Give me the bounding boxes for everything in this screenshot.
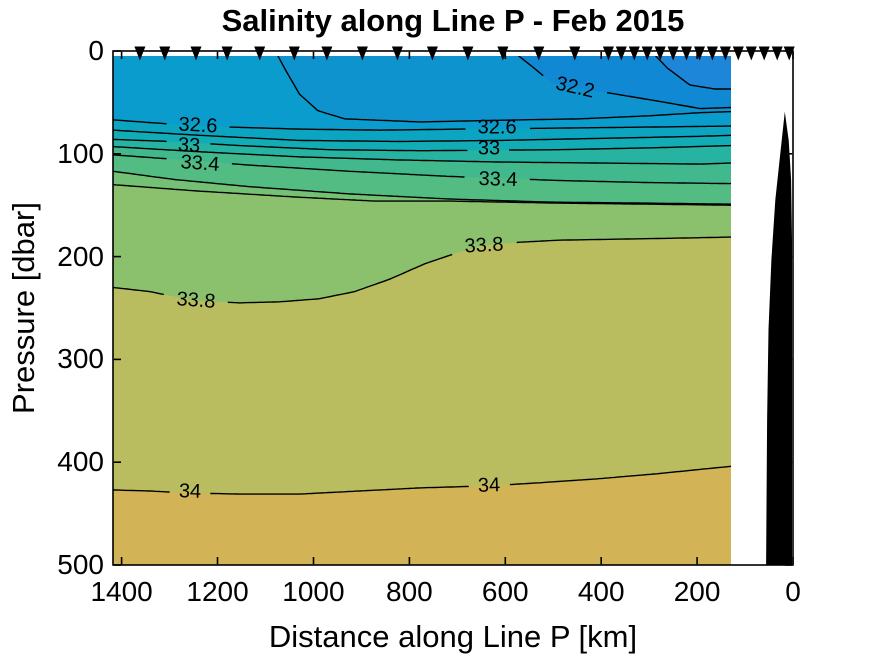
band-fill [655, 56, 731, 89]
contour-line-33.6 [113, 170, 731, 205]
contour-line-34 [113, 465, 731, 495]
axes-box-and-ticks [112, 50, 794, 566]
contour-line-32 [654, 56, 731, 90]
contour-line-32.6 [113, 119, 731, 131]
x-tick-label: 1000 [282, 576, 345, 607]
station-marker-triangle [732, 46, 744, 61]
contour-label: 33 [477, 137, 501, 160]
station-markers [134, 46, 795, 61]
x-tick-label: 600 [481, 576, 529, 607]
station-marker-triangle [356, 46, 368, 61]
x-tick-label: 200 [673, 576, 721, 607]
contour-lines [113, 56, 731, 495]
station-marker-triangle [134, 46, 146, 61]
contour-line-33.4 [113, 154, 731, 185]
contour-line-32.4 [277, 56, 731, 123]
station-marker-triangle [694, 46, 705, 61]
contour-label: 33.4 [179, 151, 221, 176]
station-marker-triangle [497, 46, 509, 61]
station-marker-triangle [462, 46, 474, 61]
contour-label: 34 [178, 480, 202, 503]
y-tick-label: 100 [57, 137, 104, 169]
station-marker-triangle [569, 46, 581, 61]
contour-label: 32.6 [477, 116, 517, 139]
station-marker-triangle [288, 46, 300, 61]
station-marker-triangle [602, 46, 614, 61]
station-marker-triangle [771, 46, 783, 61]
station-marker-triangle [758, 46, 770, 61]
axes-group [112, 46, 795, 566]
x-tick-label: 0 [785, 576, 801, 607]
x-axis-label: Distance along Line P [km] [268, 619, 638, 654]
figure-title: Salinity along Line P - Feb 2015 [221, 3, 685, 38]
y-tick-label: 500 [57, 549, 104, 580]
bathymetry-profile [766, 111, 792, 565]
y-tick-label: 300 [57, 343, 104, 375]
station-marker-triangle [654, 46, 666, 61]
station-marker-triangle [667, 46, 679, 61]
y-tick-label: 0 [88, 35, 104, 66]
contour-line-32.2 [517, 56, 731, 110]
station-marker-triangle [321, 46, 333, 61]
station-marker-triangle [719, 46, 731, 61]
y-tick-label: 400 [57, 446, 104, 478]
station-marker-triangle [783, 46, 795, 61]
station-marker-triangle [221, 46, 233, 61]
x-tick-label: 1200 [186, 576, 249, 607]
station-marker-triangle [615, 46, 627, 61]
station-marker-triangle [706, 46, 718, 61]
station-marker-triangle [190, 46, 202, 61]
station-marker-triangle [391, 46, 403, 61]
contour-label: 33.8 [175, 287, 217, 313]
station-marker-triangle [745, 46, 757, 61]
station-marker-triangle [426, 46, 438, 61]
x-tick-label: 800 [386, 576, 433, 607]
contour-label: 34 [477, 473, 501, 497]
contour-line-33.8 [113, 236, 731, 304]
contour-label: 33.8 [464, 233, 505, 258]
contour-line-33.6b [113, 183, 731, 206]
x-tick-label: 1400 [90, 576, 153, 607]
contour-line-32.8 [113, 129, 731, 143]
station-marker-triangle [641, 46, 653, 61]
contour-line-33 [113, 138, 731, 152]
contour-line-33.2 [113, 145, 731, 165]
station-marker-triangle [159, 46, 171, 61]
station-marker-triangle [533, 46, 545, 61]
station-marker-triangle [628, 46, 640, 61]
station-marker-triangle [254, 46, 266, 61]
contour-label: 33.4 [478, 167, 518, 191]
y-tick-label: 200 [57, 240, 104, 272]
x-tick-label: 400 [577, 576, 625, 607]
station-marker-triangle [681, 46, 692, 61]
